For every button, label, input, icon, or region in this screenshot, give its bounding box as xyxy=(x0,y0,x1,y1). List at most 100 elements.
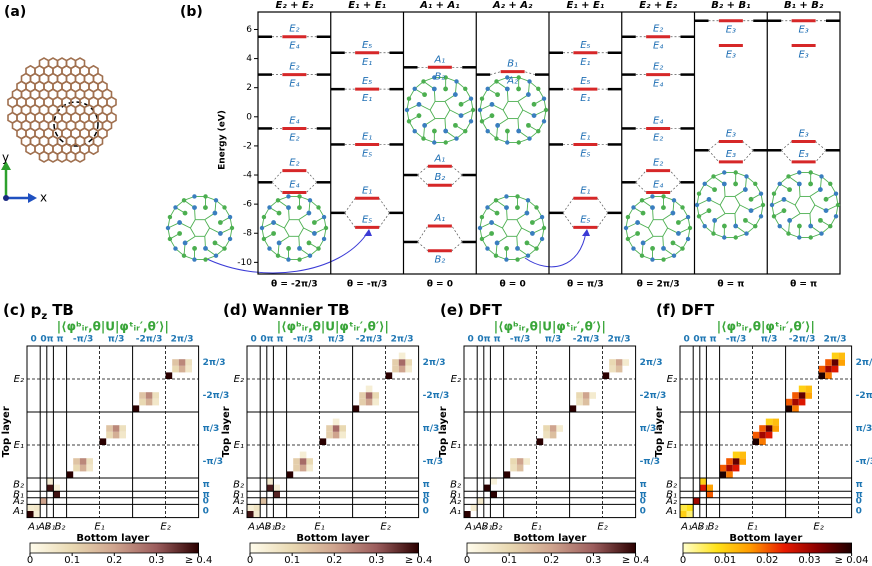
atom xyxy=(771,214,777,219)
matrix-cell xyxy=(152,392,159,399)
panel-label: (a) xyxy=(4,4,26,20)
atom xyxy=(525,92,531,97)
connector xyxy=(597,212,609,228)
bond xyxy=(794,204,801,214)
matrix-cell xyxy=(831,365,839,373)
matrix-cell xyxy=(339,431,346,439)
matrix-cell xyxy=(352,405,360,412)
irrep-label: E₁ xyxy=(531,522,541,533)
level-label: E₁ xyxy=(362,57,372,68)
atom xyxy=(458,113,464,118)
irrep-label: E₂ xyxy=(14,374,24,385)
atom xyxy=(786,174,791,179)
colorbar-tick-label: 0.1 xyxy=(284,555,300,566)
atom xyxy=(541,225,547,231)
matrix-cell xyxy=(543,431,550,439)
atom xyxy=(181,253,187,258)
matrix-cell xyxy=(536,438,544,445)
atom xyxy=(531,113,537,118)
atom xyxy=(650,246,655,251)
irrep-label: E₂ xyxy=(160,522,170,533)
atom xyxy=(468,119,474,124)
atom xyxy=(771,191,777,196)
atom xyxy=(702,224,707,229)
block-label: π xyxy=(203,480,210,490)
axis-label: x xyxy=(40,191,47,205)
bond xyxy=(429,109,436,119)
matrix-cell xyxy=(549,431,557,439)
block-label: 0 xyxy=(423,507,429,517)
atom xyxy=(222,205,227,210)
level-label: A₁ xyxy=(433,213,445,224)
block-label: 2π/3 xyxy=(640,358,663,368)
bond xyxy=(502,227,508,237)
atom xyxy=(530,231,535,236)
atom xyxy=(680,205,685,210)
level-label: E₃ xyxy=(798,129,808,140)
block-label: π/3 xyxy=(761,335,778,345)
block-label: π/3 xyxy=(423,424,440,434)
level-label: B₂ xyxy=(434,71,445,82)
atom xyxy=(307,198,313,203)
matrix-cell xyxy=(145,392,153,399)
atom xyxy=(744,174,749,179)
matrix-cell xyxy=(365,398,373,406)
atom xyxy=(306,240,312,246)
atom xyxy=(485,86,490,91)
atom xyxy=(748,196,754,202)
bond xyxy=(502,219,508,229)
atom xyxy=(808,181,813,187)
connector xyxy=(562,198,574,214)
atom xyxy=(680,246,685,251)
atom xyxy=(541,119,547,124)
matrix-cell xyxy=(405,359,412,366)
irrep-label: E₁ xyxy=(667,440,677,451)
level-label: E₁ xyxy=(580,131,590,142)
colorbar-tick-label: 0.2 xyxy=(543,555,559,566)
block-label: π xyxy=(640,480,647,490)
matrix-cell xyxy=(286,471,294,478)
panel-title: (c) pz TB xyxy=(3,301,74,322)
irrep-label: B₁ xyxy=(233,490,244,501)
matrix-cell xyxy=(172,365,179,373)
matrix-cell xyxy=(112,431,120,439)
y-tick-label: -6 xyxy=(243,200,252,210)
atom xyxy=(661,245,666,251)
lattice-hexagon xyxy=(106,111,117,124)
y-axis-label: Top layer xyxy=(221,406,232,457)
block-label: π xyxy=(700,335,707,345)
block-label: -π/3 xyxy=(640,457,660,467)
block-label: π xyxy=(267,335,274,345)
irrep-label: A₂ xyxy=(232,496,244,507)
atom xyxy=(443,140,448,145)
connector xyxy=(306,170,318,183)
atom xyxy=(297,245,302,251)
atom xyxy=(833,191,839,196)
block-label: 0 xyxy=(203,507,209,517)
block-label: -2π/3 xyxy=(423,391,450,401)
matrix-cell xyxy=(332,431,340,439)
block-label: π xyxy=(423,490,430,500)
atom xyxy=(531,101,537,107)
atom xyxy=(808,223,814,229)
matrix-cell xyxy=(86,464,93,472)
matrix-cell xyxy=(798,392,806,399)
atom xyxy=(271,220,276,225)
block-label: -2π/3 xyxy=(573,335,600,345)
y-tick-label: 6 xyxy=(246,25,252,35)
irrep-label: A₁ xyxy=(232,506,244,517)
level-label: E₂ xyxy=(289,158,299,169)
atom xyxy=(182,210,188,216)
y-axis-label: Top layer xyxy=(654,406,665,457)
level-label: E₁ xyxy=(362,185,372,196)
arrow xyxy=(204,231,369,274)
level-label: E₃ xyxy=(798,49,808,60)
bond xyxy=(517,109,524,119)
atom xyxy=(777,181,782,186)
arrow-head xyxy=(364,229,372,236)
atom xyxy=(515,205,520,210)
panel-title-text: p xyxy=(31,301,42,319)
connector xyxy=(451,166,463,176)
matrix-cell xyxy=(178,365,186,373)
matrix-frame xyxy=(463,345,637,519)
